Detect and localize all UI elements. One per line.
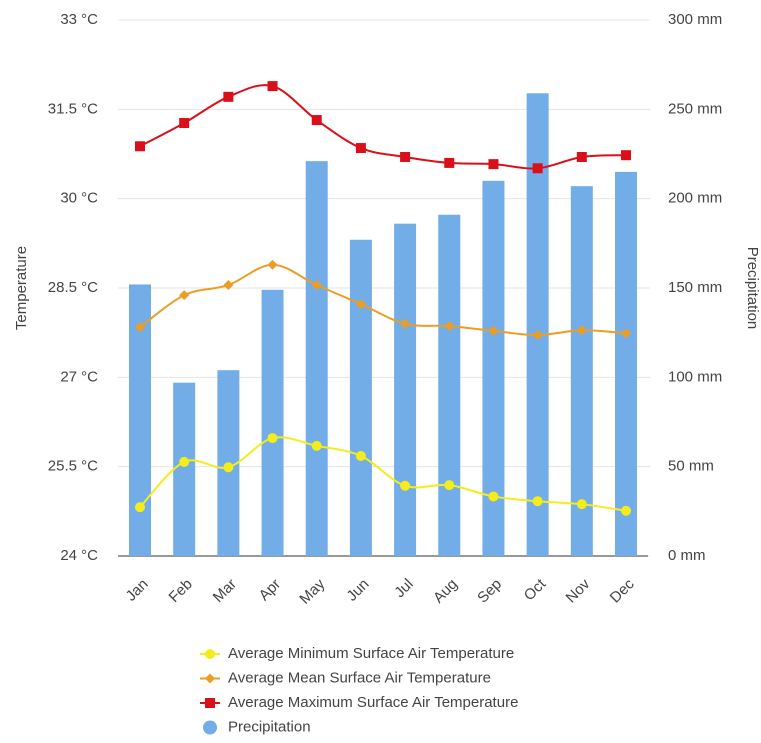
x-tick-label: Aug (430, 576, 461, 607)
point (444, 321, 455, 332)
legend-label: Precipitation (228, 718, 311, 735)
bar (438, 214, 461, 556)
legend-item: Precipitation (203, 718, 311, 735)
x-tick-label: May (296, 575, 328, 607)
y-tick-label: 28.5 °C (48, 279, 98, 296)
y2-tick-label: 250 mm (668, 100, 722, 117)
point (135, 322, 145, 333)
legend-label: Average Maximum Surface Air Temperature (228, 694, 518, 711)
x-tick-label: Jul (391, 576, 417, 602)
point (532, 330, 543, 341)
x-tick-label: Sep (474, 576, 505, 607)
point (400, 480, 411, 491)
point (444, 480, 455, 491)
y-tick-label: 30 °C (60, 190, 98, 207)
bar (261, 289, 284, 556)
legend-marker (205, 698, 215, 708)
point (355, 450, 366, 461)
legend-item: Average Mean Surface Air Temperature (200, 669, 491, 686)
point (621, 328, 631, 339)
line (139, 84, 627, 170)
y2-tick-label: 200 mm (668, 190, 722, 207)
point (532, 163, 543, 174)
bar (570, 186, 593, 556)
point (311, 440, 322, 451)
legend-label: Average Mean Surface Air Temperature (228, 669, 491, 686)
x-tick-label: Nov (563, 575, 594, 606)
x-tick-label: Dec (607, 575, 638, 606)
legend-item: Average Minimum Surface Air Temperature (200, 645, 514, 662)
point (311, 115, 322, 126)
line (139, 263, 627, 337)
y2-tick-label: 150 mm (668, 279, 722, 296)
y-tick-label: 24 °C (60, 547, 98, 564)
x-tick-label: Mar (210, 576, 240, 606)
bar (349, 239, 372, 556)
y2-tick-label: 300 mm (668, 11, 722, 28)
y2-tick-label: 100 mm (668, 368, 722, 385)
point (400, 318, 411, 329)
x-tick-label: Apr (256, 576, 285, 605)
point (532, 496, 543, 507)
bar (129, 284, 151, 556)
point (400, 151, 411, 162)
point (223, 462, 234, 473)
bar (394, 223, 417, 556)
y-tick-label: 31.5 °C (48, 100, 98, 117)
point (576, 151, 587, 162)
point (179, 118, 190, 129)
y2-tick-label: 50 mm (668, 458, 714, 475)
legend-item: Average Maximum Surface Air Temperature (200, 694, 518, 711)
point (179, 456, 190, 467)
point (355, 299, 366, 310)
bar (173, 382, 196, 556)
legend-label: Average Minimum Surface Air Temperature (228, 645, 514, 662)
point (488, 325, 499, 336)
y-tick-label: 25.5 °C (48, 458, 98, 475)
bar (526, 93, 549, 557)
y-tick-label: 33 °C (60, 11, 98, 28)
point (135, 141, 145, 152)
y2-tick-label: 0 mm (668, 547, 706, 564)
point (223, 91, 234, 102)
y2-axis-title: Precipitation (744, 247, 761, 330)
legend-marker (205, 673, 215, 684)
legend-marker (205, 649, 215, 659)
point (223, 280, 234, 291)
line (139, 436, 627, 512)
point (621, 150, 631, 161)
legend-marker (203, 720, 217, 735)
y-axis-title: Temperature (13, 246, 30, 330)
point (267, 81, 278, 92)
point (621, 505, 631, 516)
point (179, 290, 190, 301)
point (135, 502, 145, 513)
x-tick-label: Oct (521, 575, 550, 604)
point (444, 157, 455, 168)
y-tick-label: 27 °C (60, 368, 98, 385)
point (267, 433, 278, 444)
point (267, 259, 278, 270)
point (311, 280, 322, 291)
point (576, 325, 587, 336)
point (576, 499, 587, 510)
point (488, 491, 499, 502)
bar (482, 180, 505, 557)
x-tick-label: Jun (343, 576, 372, 605)
bar (615, 171, 637, 556)
point (355, 143, 366, 154)
bar (305, 161, 328, 556)
x-tick-label: Feb (166, 576, 196, 606)
x-tick-label: Jan (123, 576, 152, 605)
point (488, 159, 499, 170)
